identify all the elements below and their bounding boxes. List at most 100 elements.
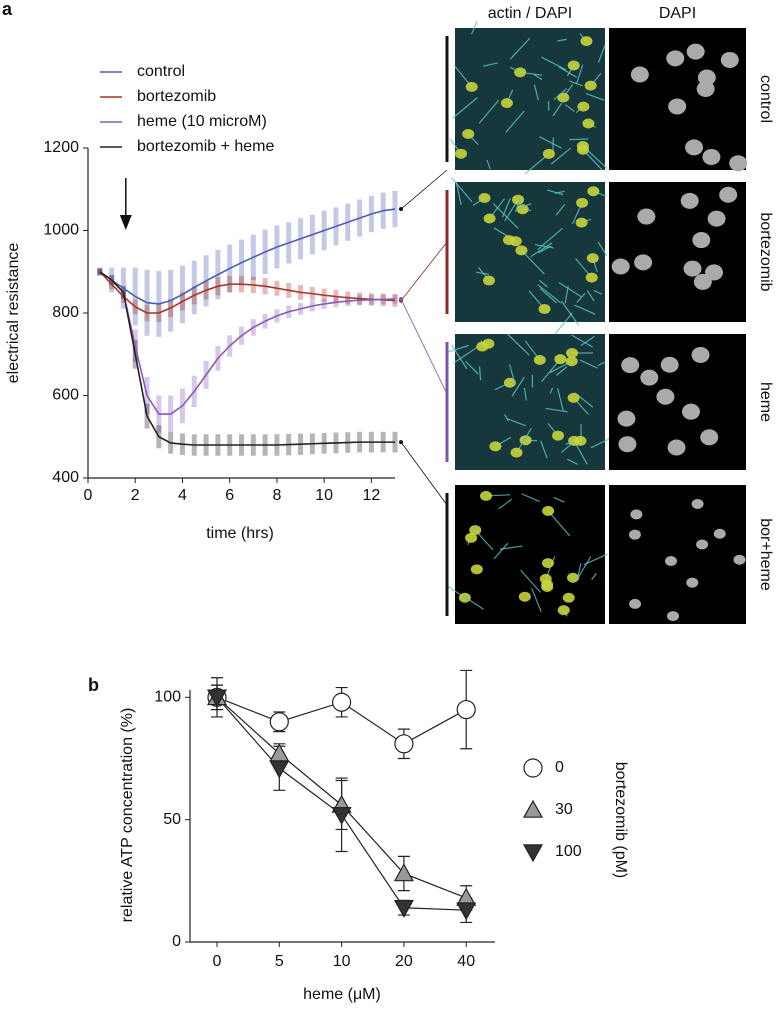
fiber — [530, 242, 553, 258]
nucleus — [574, 435, 587, 446]
fiber — [472, 525, 479, 531]
fiber — [575, 556, 592, 582]
marker — [393, 899, 414, 918]
nucleus — [729, 155, 748, 172]
fiber — [533, 73, 543, 81]
nucleus — [707, 210, 726, 227]
nucleus — [576, 197, 589, 208]
x-tick-label: 4 — [178, 487, 187, 504]
marker — [331, 806, 352, 826]
x-tick-label: 20 — [395, 953, 413, 970]
nucleus — [465, 81, 478, 92]
fiber — [554, 312, 573, 335]
nucleus — [664, 556, 677, 567]
fiber — [486, 159, 491, 170]
fiber — [577, 563, 582, 578]
legend-swatch — [523, 758, 543, 778]
fiber — [511, 376, 525, 397]
nucleus — [538, 304, 551, 315]
x-tick-label: 12 — [362, 487, 380, 504]
y-tick-label: 1000 — [43, 222, 79, 239]
nucleus — [585, 272, 598, 283]
fiber — [574, 304, 596, 315]
x-tick-label: 0 — [84, 487, 93, 504]
row-label: bor+heme — [757, 518, 774, 591]
nucleus — [567, 392, 580, 403]
fiber — [550, 147, 572, 165]
nucleus — [557, 605, 570, 616]
marker — [269, 743, 290, 762]
nucleus — [656, 388, 675, 405]
fiber — [475, 271, 490, 275]
x-tick-label: 6 — [225, 487, 234, 504]
nucleus — [630, 66, 649, 83]
y-tick-label: 50 — [163, 811, 181, 828]
nucleus — [455, 148, 468, 159]
micrograph — [455, 485, 605, 624]
fiber — [493, 542, 509, 560]
fiber — [506, 418, 526, 427]
nucleus — [686, 577, 699, 588]
legend-swatch — [522, 844, 544, 863]
nucleus — [733, 554, 746, 565]
legend-label: heme (10 microM) — [137, 113, 267, 130]
nucleus — [576, 140, 589, 151]
nucleus — [510, 447, 523, 458]
fiber — [591, 573, 597, 581]
nucleus — [611, 258, 630, 275]
y-axis-title: electrical resistance — [5, 243, 22, 384]
column-label: actin / DAPI — [488, 5, 572, 22]
fiber — [507, 333, 530, 356]
fiber — [520, 569, 541, 593]
nucleus — [577, 101, 590, 112]
legend-label: control — [137, 63, 185, 80]
fiber — [561, 300, 580, 326]
legend-title: bortezomib (pM) — [612, 762, 629, 878]
nucleus — [586, 253, 599, 264]
fiber — [556, 366, 568, 376]
nucleus — [470, 564, 483, 575]
nucleus — [618, 436, 637, 453]
marker — [456, 699, 476, 720]
fiber — [597, 361, 606, 367]
nucleus — [503, 235, 516, 246]
legend-swatch — [522, 799, 544, 818]
fiber — [576, 292, 586, 303]
fiber — [504, 414, 509, 422]
fiber — [547, 189, 564, 196]
fiber — [555, 204, 566, 216]
nucleus — [681, 403, 700, 420]
fiber — [478, 99, 500, 124]
fiber — [533, 84, 539, 101]
nucleus — [469, 525, 482, 536]
nucleus — [465, 532, 478, 543]
fiber — [470, 20, 478, 35]
nucleus — [580, 36, 593, 47]
fiber — [509, 364, 516, 384]
fiber — [501, 197, 511, 218]
nucleus — [516, 204, 529, 215]
nucleus — [533, 355, 546, 366]
nucleus — [720, 51, 739, 68]
marker — [269, 712, 289, 732]
series-line — [99, 271, 396, 415]
nucleus — [552, 430, 565, 441]
nucleus — [539, 573, 552, 584]
fiber — [552, 102, 563, 117]
nucleus — [630, 509, 643, 520]
fiber — [516, 203, 532, 210]
nucleus — [462, 129, 475, 140]
fiber — [558, 281, 582, 298]
nucleus — [683, 260, 702, 277]
fiber — [452, 97, 478, 119]
marker — [332, 692, 352, 712]
fiber — [553, 88, 567, 101]
x-tick-label: 0 — [213, 953, 222, 970]
nucleus — [489, 441, 502, 452]
fiber — [582, 145, 608, 170]
fiber — [531, 587, 542, 613]
nucleus — [686, 43, 705, 60]
fiber — [453, 345, 479, 364]
y-tick-label: 100 — [154, 689, 181, 706]
marker — [456, 902, 477, 921]
